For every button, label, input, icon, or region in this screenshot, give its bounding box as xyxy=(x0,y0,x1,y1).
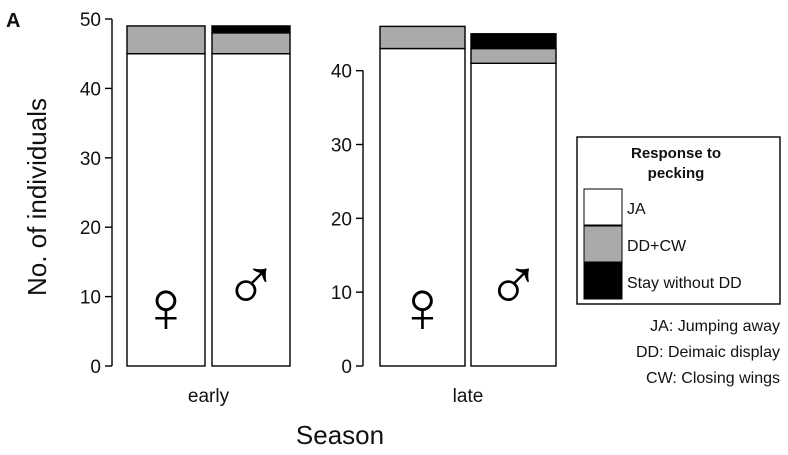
bar-segment-early-female-0 xyxy=(126,53,206,367)
y-axis-title: No. of individuals xyxy=(22,98,52,296)
bar-segment-late-male-0 xyxy=(470,62,557,367)
abbreviation-ja: JA: Jumping away xyxy=(650,318,780,335)
bar-segment-late-male-1 xyxy=(470,47,557,64)
legend-label-1: DD+CW xyxy=(627,238,687,255)
bar-segment-early-male-1 xyxy=(211,32,291,55)
panel-letter: A xyxy=(6,10,20,32)
legend: Response to pecking JA DD+CW Stay without … xyxy=(576,136,781,305)
legend-title-line1: Response to xyxy=(631,145,721,162)
abbreviation-dd: DD: Deimaic display xyxy=(636,344,780,361)
abbreviation-cw: CW: Closing wings xyxy=(646,370,780,387)
plot-area: 0 10 20 30 40 50 ♀ ♂ early 0 10 20 30 40 ♀ ♂ late xyxy=(80,10,557,407)
x-category-label-late: late xyxy=(453,386,484,407)
bar-segment-late-female-1 xyxy=(379,25,466,50)
y-tick-label-late-20: 20 xyxy=(331,209,352,230)
bar-segment-early-female-1 xyxy=(126,25,206,55)
legend-title-line2: pecking xyxy=(648,165,705,182)
bar-segment-late-male-2 xyxy=(470,33,557,50)
bar-segment-early-male-0 xyxy=(211,53,291,367)
x-category-label-early: early xyxy=(188,386,230,407)
male-symbol-late: ♂ xyxy=(486,243,542,326)
legend-swatch-1 xyxy=(583,225,623,263)
y-tick-label-early-50: 50 xyxy=(80,10,101,31)
y-tick-label-early-10: 10 xyxy=(80,288,101,309)
legend-label-2: Stay without DD xyxy=(627,275,742,292)
male-symbol-early: ♂ xyxy=(223,243,279,326)
legend-swatch-0 xyxy=(583,188,623,226)
y-tick-label-late-0: 0 xyxy=(341,357,352,378)
y-tick-label-early-20: 20 xyxy=(80,218,101,239)
bar-segment-late-female-0 xyxy=(379,47,466,367)
y-tick-label-late-10: 10 xyxy=(331,283,352,304)
x-axis-title: Season xyxy=(296,420,384,450)
female-symbol-early: ♀ xyxy=(138,265,194,348)
female-symbol-late: ♀ xyxy=(395,265,451,348)
legend-label-0: JA xyxy=(627,201,646,218)
y-tick-label-early-30: 30 xyxy=(80,149,101,170)
bar-segment-early-male-2 xyxy=(211,25,291,34)
legend-items: JA DD+CW Stay without DD xyxy=(583,188,742,300)
y-tick-label-early-40: 40 xyxy=(80,79,101,100)
legend-swatch-2 xyxy=(583,262,623,300)
y-tick-label-early-0: 0 xyxy=(90,357,101,378)
y-tick-label-late-40: 40 xyxy=(331,62,352,83)
y-tick-label-late-30: 30 xyxy=(331,136,352,157)
